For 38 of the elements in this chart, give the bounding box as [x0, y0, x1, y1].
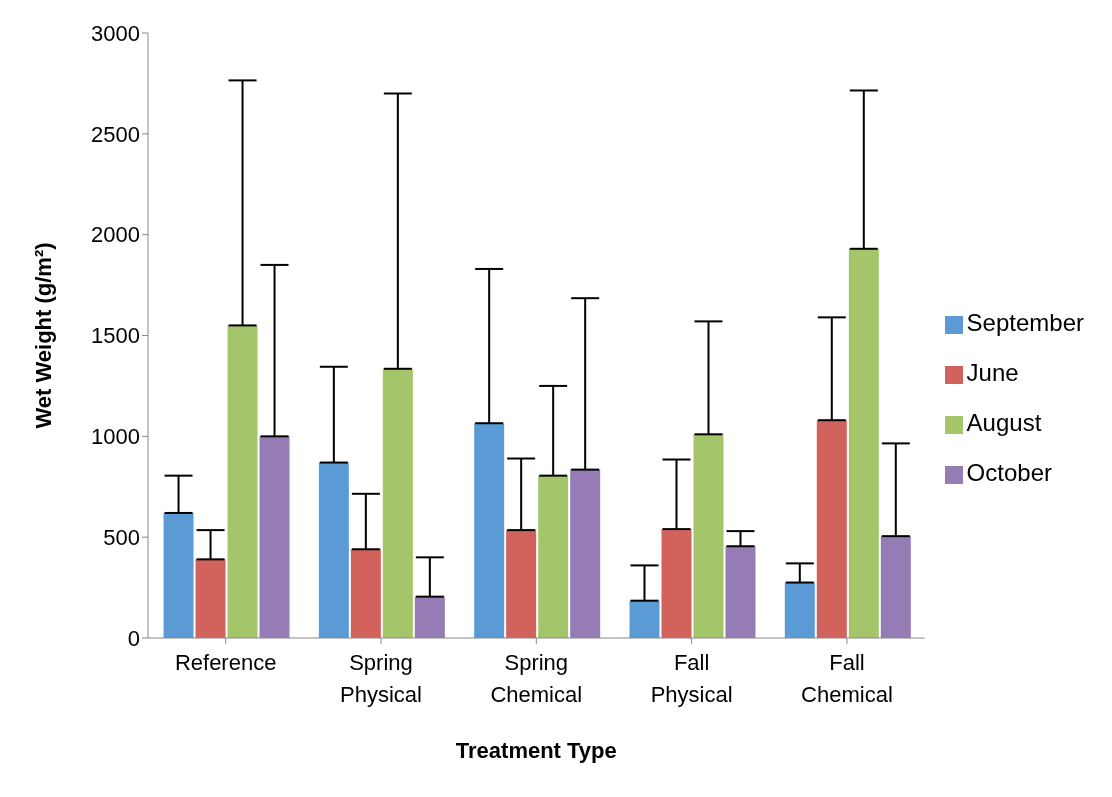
legend-label: October: [966, 459, 1052, 486]
y-tick-label: 0: [127, 625, 140, 651]
bar: [784, 582, 815, 638]
y-tick-label: 2000: [91, 222, 140, 248]
bar: [382, 368, 413, 638]
bar: [661, 529, 692, 638]
x-tick-label: Fall Chemical: [801, 650, 893, 707]
bar: [318, 462, 349, 638]
bar: [693, 434, 724, 638]
legend-label: June: [966, 359, 1019, 386]
bar: [474, 423, 505, 638]
bar: [570, 469, 601, 638]
y-tick-label: 2500: [91, 121, 140, 147]
bar: [880, 536, 911, 638]
y-tick-label: 1500: [91, 323, 140, 349]
x-axis-title: Treatment Type: [455, 738, 617, 763]
x-tick-label: Fall Physical: [650, 650, 733, 707]
bar: [259, 436, 290, 638]
bar: [538, 475, 569, 638]
bar: [414, 596, 445, 638]
y-axis-title: Wet Weight (g/m²): [30, 242, 56, 429]
y-tick-label: 3000: [91, 20, 140, 46]
bar: [350, 549, 381, 638]
y-tick-label: 1000: [91, 424, 140, 450]
bar: [725, 546, 756, 638]
legend-label: September: [966, 309, 1084, 336]
legend-label: August: [966, 409, 1042, 436]
bar: [227, 325, 258, 638]
bar: [816, 420, 847, 638]
x-tick-label: Spring Chemical: [490, 650, 583, 707]
bar: [163, 512, 194, 638]
bar: [848, 248, 879, 638]
bar: [506, 530, 537, 638]
bar: [195, 559, 226, 638]
y-tick-label: 500: [103, 524, 140, 550]
bar: [629, 600, 660, 638]
x-tick-label: Reference: [174, 650, 277, 675]
x-tick-label: Spring Physical: [340, 650, 422, 707]
